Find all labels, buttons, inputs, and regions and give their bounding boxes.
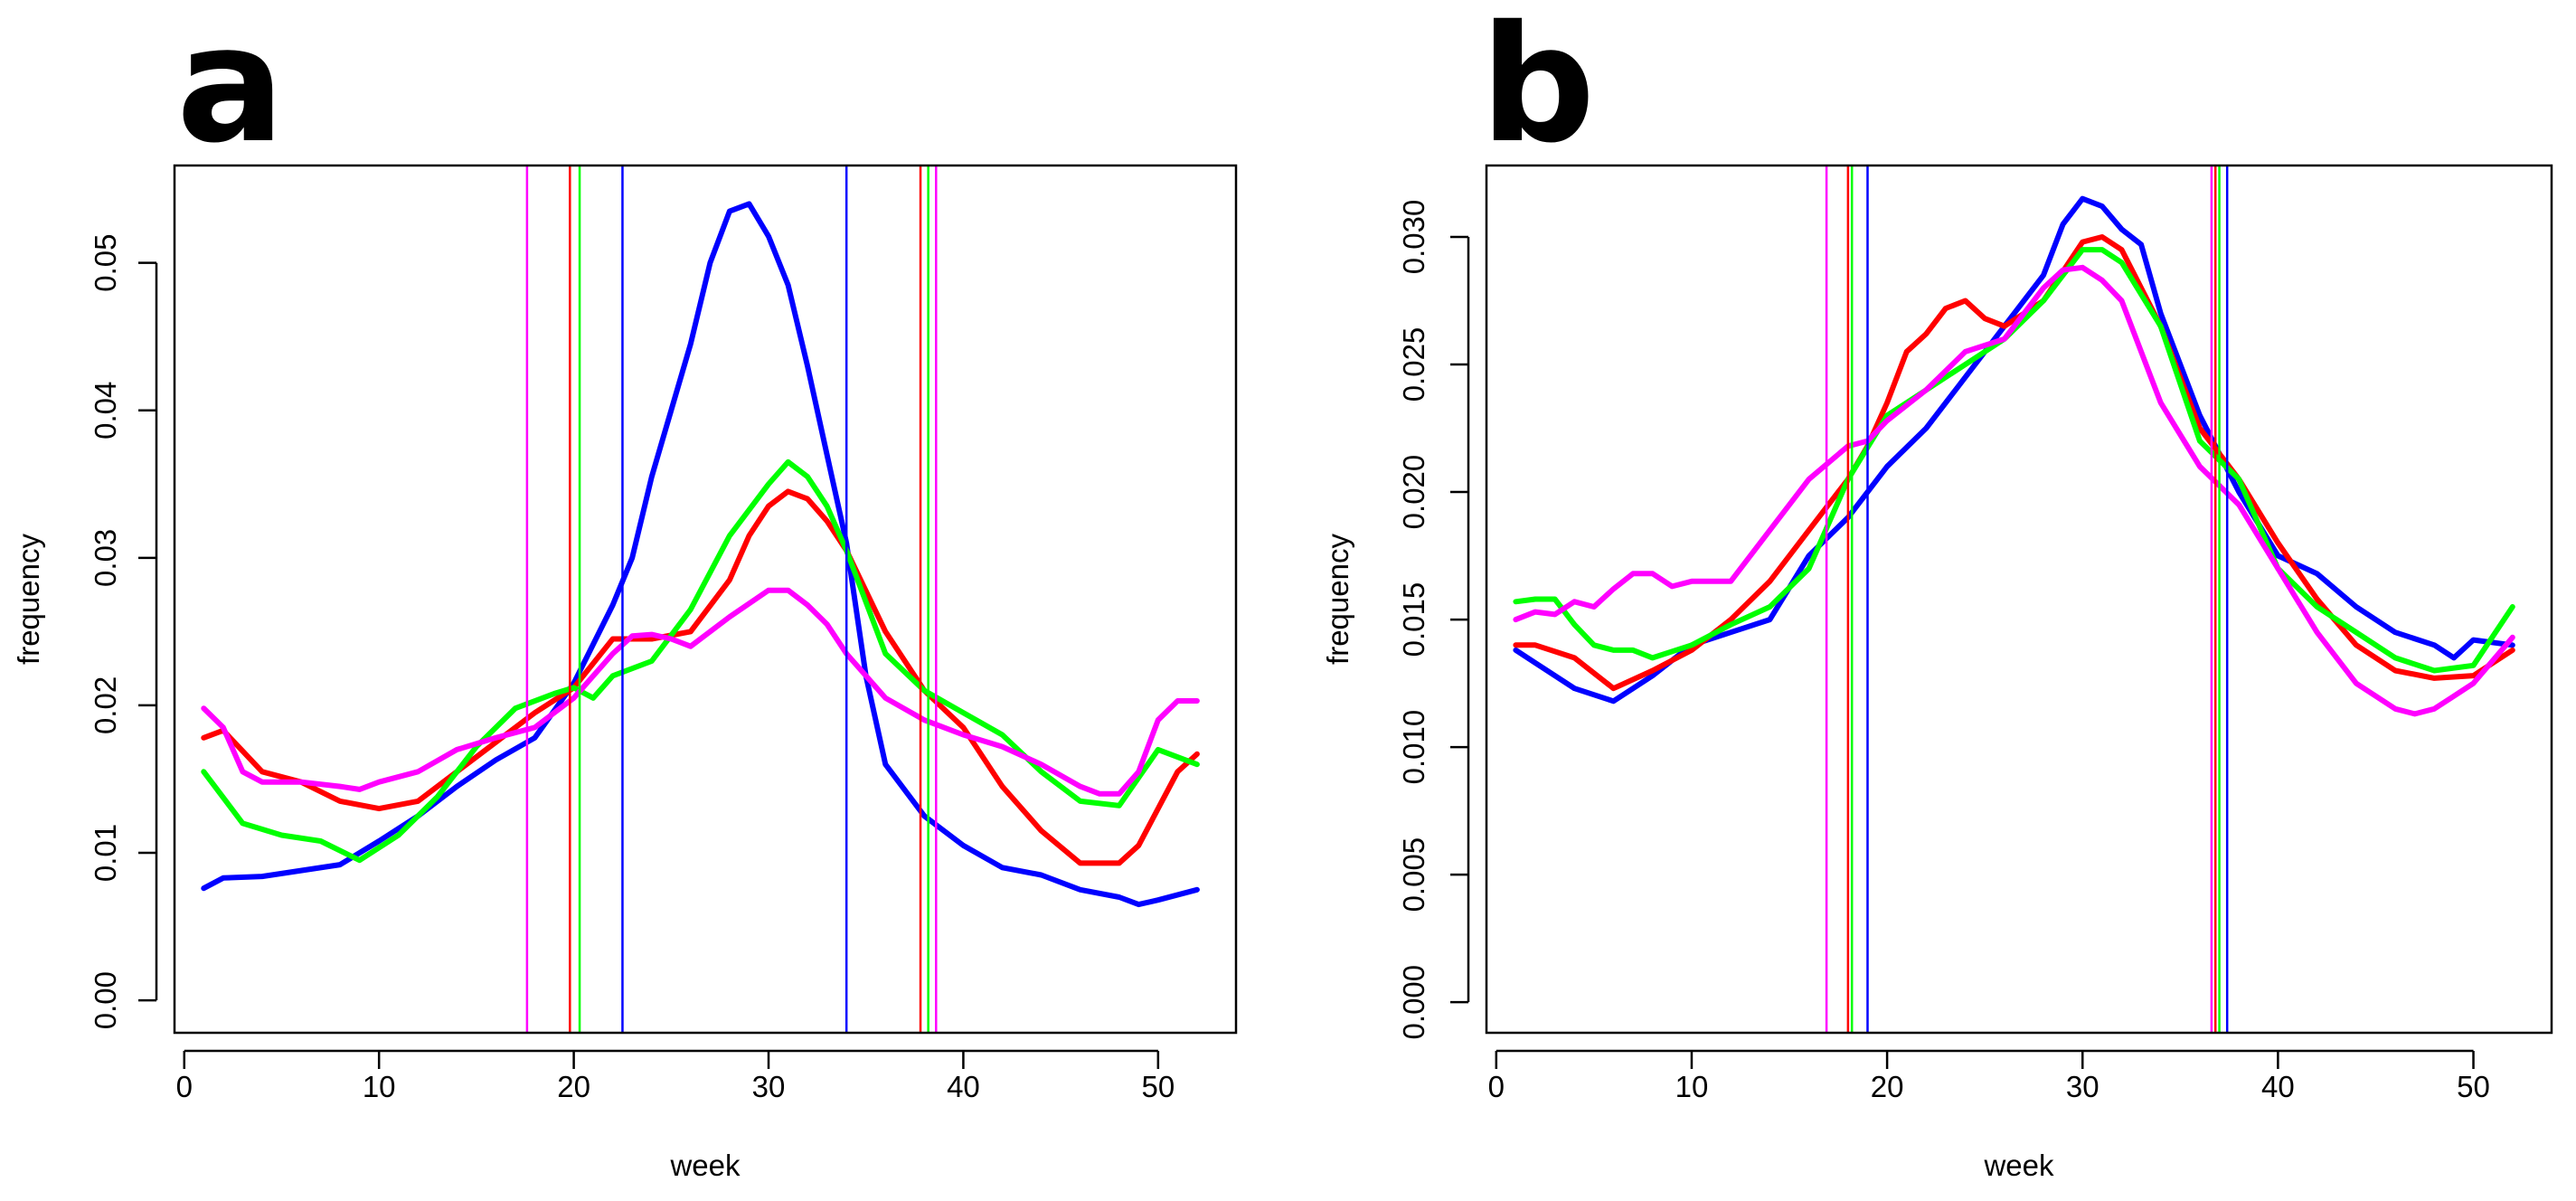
x-tick-label-a-50: 50 — [1141, 1070, 1175, 1103]
x-axis-title-b: week — [1983, 1149, 2054, 1182]
y-tick-label-b-4: 0.020 — [1397, 455, 1430, 530]
y-tick-label-a-2: 0.02 — [89, 676, 122, 734]
series-line-blue-a — [201, 201, 1200, 908]
y-tick-label-b-5: 0.025 — [1397, 327, 1430, 402]
y-axis-title-b: frequency — [1321, 534, 1354, 665]
y-tick-label-b-6: 0.030 — [1397, 200, 1430, 275]
x-tick-label-a-10: 10 — [363, 1070, 396, 1103]
x-axis-title-a: week — [669, 1149, 741, 1182]
series-line-green-b — [1513, 247, 2515, 674]
plot-frame-b — [1485, 164, 2553, 1035]
y-tick-label-a-3: 0.03 — [89, 529, 122, 587]
plot-frame-a — [173, 164, 1238, 1035]
series-line-magenta-b — [1513, 264, 2515, 717]
panel-a-letter: a — [176, 0, 285, 178]
y-tick-label-b-2: 0.010 — [1397, 710, 1430, 785]
x-tick-label-a-20: 20 — [557, 1070, 590, 1103]
x-tick-label-b-30: 30 — [2066, 1070, 2099, 1103]
y-axis-title-a: frequency — [12, 534, 45, 665]
y-tick-label-b-1: 0.005 — [1397, 837, 1430, 913]
x-tick-label-b-10: 10 — [1675, 1070, 1709, 1103]
x-tick-label-a-30: 30 — [752, 1070, 786, 1103]
panel-b: b 0 10 20 30 40 50 0.000 0.005 0.010 0.015 0.020 0.… — [1321, 0, 2553, 1182]
x-tick-label-b-50: 50 — [2457, 1070, 2490, 1103]
y-tick-label-a-5: 0.05 — [89, 234, 122, 292]
x-tick-label-a-40: 40 — [947, 1070, 980, 1103]
series-line-magenta-a — [201, 587, 1200, 797]
x-tick-label-a-0: 0 — [176, 1070, 193, 1103]
x-tick-label-b-20: 20 — [1871, 1070, 1904, 1103]
x-tick-label-b-40: 40 — [2261, 1070, 2295, 1103]
series-line-red-a — [201, 488, 1200, 866]
series-line-green-a — [201, 459, 1200, 864]
y-tick-label-a-0: 0.00 — [89, 971, 122, 1029]
y-tick-label-b-3: 0.015 — [1397, 582, 1430, 657]
y-tick-label-a-4: 0.04 — [89, 382, 122, 440]
panel-a: a 0 10 20 30 40 50 0.00 0.01 0.02 0.03 0.04 0.05 wee… — [12, 0, 1238, 1182]
x-tick-label-b-0: 0 — [1488, 1070, 1505, 1103]
y-tick-label-a-1: 0.01 — [89, 824, 122, 882]
panel-b-letter: b — [1480, 0, 1595, 178]
series-line-red-b — [1513, 234, 2515, 692]
y-tick-label-b-0: 0.000 — [1397, 965, 1430, 1040]
